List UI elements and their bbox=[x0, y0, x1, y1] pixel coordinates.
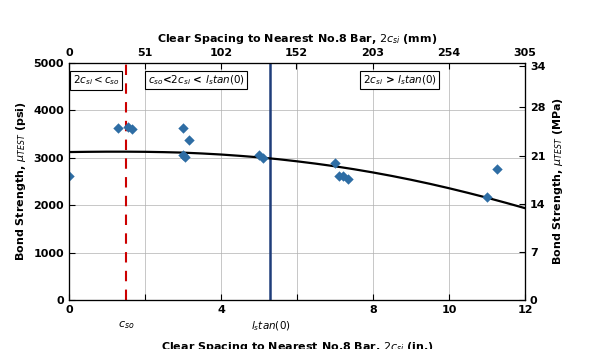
Text: $c_{so}$: $c_{so}$ bbox=[118, 319, 134, 331]
Point bbox=[127, 126, 137, 132]
Text: $c_{so}$<$2c_{si}$ < $l_s tan(0)$: $c_{so}$<$2c_{si}$ < $l_s tan(0)$ bbox=[148, 73, 245, 87]
X-axis label: Clear Spacing to Nearest No.8 Bar, $2c_{si}$ (in.): Clear Spacing to Nearest No.8 Bar, $2c_{… bbox=[161, 340, 433, 349]
Text: $2c_{si} < c_{so}$: $2c_{si} < c_{so}$ bbox=[73, 73, 120, 87]
Point bbox=[334, 173, 344, 179]
Point bbox=[113, 126, 123, 131]
Point bbox=[254, 153, 264, 158]
Point bbox=[180, 154, 190, 159]
Point bbox=[178, 126, 188, 131]
Point bbox=[184, 137, 193, 142]
Point bbox=[492, 166, 502, 172]
Point bbox=[338, 173, 347, 179]
Text: $l_s tan(0)$: $l_s tan(0)$ bbox=[251, 319, 290, 333]
Text: $2c_{si}$ > $l_s tan(0)$: $2c_{si}$ > $l_s tan(0)$ bbox=[362, 73, 437, 87]
X-axis label: Clear Spacing to Nearest No.8 Bar, $2c_{si}$ (mm): Clear Spacing to Nearest No.8 Bar, $2c_{… bbox=[157, 32, 437, 46]
Y-axis label: Bond Strength, $\mu_{TEST}$ (psi): Bond Strength, $\mu_{TEST}$ (psi) bbox=[14, 102, 28, 261]
Point bbox=[123, 124, 133, 130]
Point bbox=[64, 173, 74, 179]
Point bbox=[330, 161, 340, 166]
Point bbox=[343, 176, 353, 182]
Point bbox=[258, 155, 268, 161]
Y-axis label: Bond Strength, $\mu_{TEST}$ (MPa): Bond Strength, $\mu_{TEST}$ (MPa) bbox=[551, 97, 565, 266]
Point bbox=[178, 153, 188, 158]
Point bbox=[482, 194, 492, 200]
